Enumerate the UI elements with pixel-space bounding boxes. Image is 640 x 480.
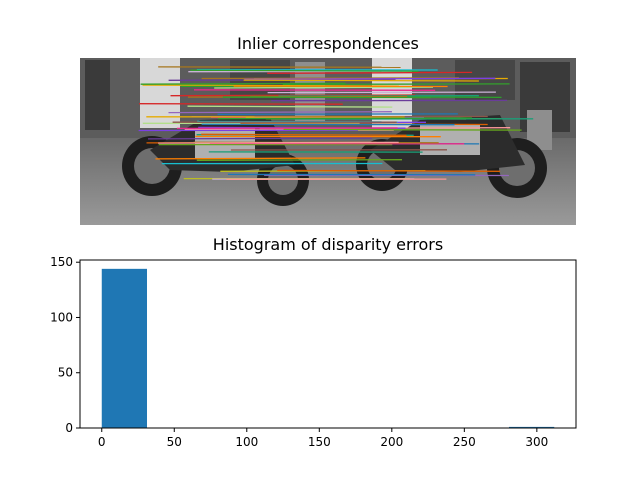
histogram-frame [79,259,577,429]
histogram-bar [101,268,148,428]
histogram-axes: 0 50 100 150 200 250 300 0 50 100 150 [50,255,577,449]
correspondence-line [217,117,473,120]
correspondence-line [196,159,403,161]
correspondence-line [158,141,399,144]
x-tick-label: 250 [453,435,476,449]
y-tick-label: 0 [65,421,73,435]
correspondence-line [214,86,434,89]
correspondence-lines [138,66,534,181]
correspondence-line [147,137,373,140]
x-tick-label: 50 [167,435,182,449]
correspondence-line [283,128,522,131]
histogram-bars [101,268,555,428]
x-tick-label: 100 [235,435,258,449]
image-panel-title: Inlier correspondences [237,34,419,53]
correspondence-line [282,83,510,86]
correspondence-line [187,105,393,108]
y-axis-ticks: 0 50 100 150 [50,255,80,435]
right-image [328,58,576,225]
y-tick-label: 50 [58,366,73,380]
correspondence-line [140,82,346,85]
correspondence-line [139,103,343,105]
correspondence-line [277,169,501,172]
correspondence-line [155,157,366,160]
correspondence-line [201,133,407,136]
histogram-title: Histogram of disparity errors [212,235,444,254]
correspondence-line [168,111,392,114]
correspondence-line [267,91,496,94]
x-tick-label: 0 [98,435,106,449]
y-tick-label: 150 [50,255,73,269]
correspondence-line [190,69,419,72]
x-tick-label: 200 [380,435,403,449]
histogram-bar [508,426,555,428]
correspondence-line [243,79,479,82]
correspondence-line [244,77,496,80]
x-tick-label: 300 [525,435,548,449]
x-axis-ticks: 0 50 100 150 200 250 300 [98,428,548,449]
y-tick-label: 100 [50,310,73,324]
stereo-image-panel [80,58,576,225]
correspondence-line [267,71,473,74]
x-tick-label: 150 [308,435,331,449]
correspondence-line [193,89,436,91]
